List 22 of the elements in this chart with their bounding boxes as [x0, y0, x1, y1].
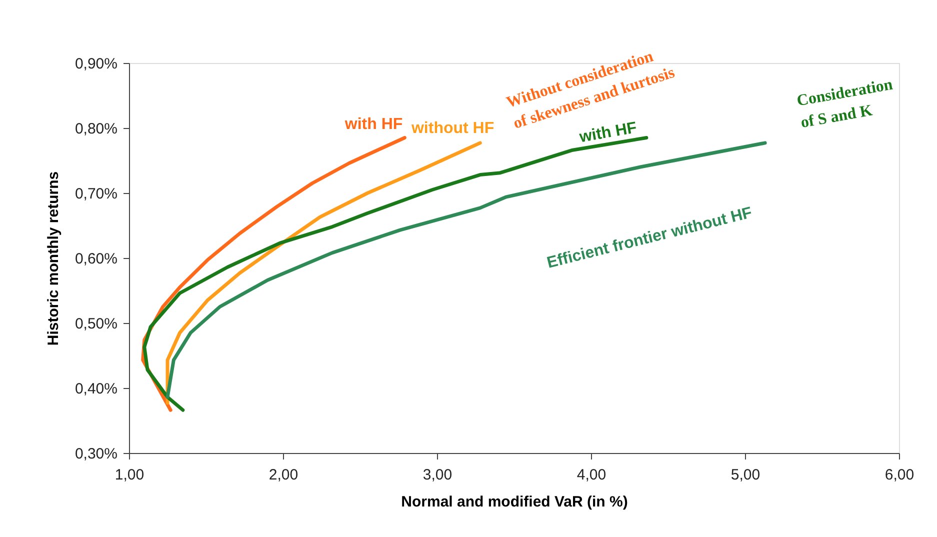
- y-tick-label: 0,30%: [74, 446, 118, 462]
- text: with HF: [577, 119, 638, 146]
- text: Efficient frontier without HF: [545, 204, 754, 272]
- series-label: without HF: [410, 120, 494, 137]
- x-tick-label: 5,00: [730, 466, 760, 484]
- line-series: [166, 141, 767, 399]
- y-tick-label: 0,50%: [74, 316, 118, 332]
- x-tick-label: 1,00: [114, 466, 144, 484]
- x-tick-label: 3,00: [422, 466, 452, 484]
- y-tick-label: 0,80%: [74, 120, 118, 138]
- y-axis-title: Historic monthly returns: [44, 171, 62, 346]
- series-label: with HF: [344, 116, 403, 133]
- y-tick-label: 0,40%: [74, 380, 118, 398]
- line-series: [166, 141, 482, 405]
- y-tick-label: 0,90%: [74, 56, 118, 72]
- y-tick-label: 0,60%: [74, 250, 118, 268]
- annotation: Consideration of S and K: [796, 76, 894, 132]
- x-tick-label: 2,00: [268, 466, 298, 484]
- y-tick-label: 0,70%: [74, 186, 118, 202]
- x-tick-label: 4,00: [576, 466, 606, 484]
- x-tick-label: 6,00: [884, 466, 914, 484]
- x-axis-title: Normal and modified VaR (in %): [401, 494, 628, 510]
